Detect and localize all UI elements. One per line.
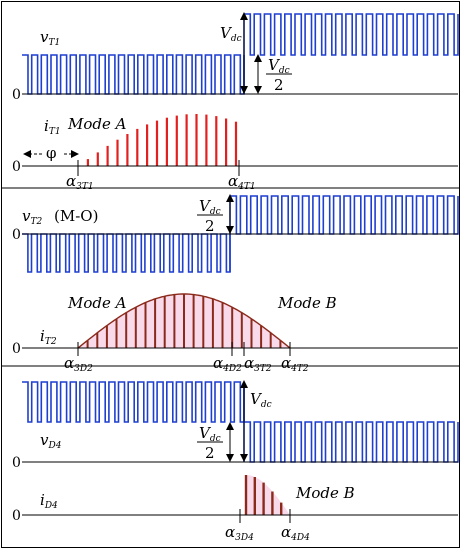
- vt2-half-arrowhead-bottom: [226, 226, 234, 234]
- vt1-half-arrowhead-top: [254, 54, 262, 62]
- alpha-4t1-main: α: [228, 172, 238, 190]
- current-pulses: [77, 114, 291, 515]
- vd4-signal-sub: D4: [47, 441, 61, 451]
- phi-label: φ: [46, 144, 57, 162]
- alpha-3t1-sub: 3T1: [76, 182, 93, 192]
- alpha-3t2-sub: 3T2: [254, 364, 272, 374]
- vd4-pwm-high-segment: [22, 381, 245, 423]
- it1-signal-sub: T1: [49, 127, 61, 137]
- vt2-signal-label: vT2: [22, 207, 42, 227]
- alpha-4t2-label: α4T2: [281, 354, 309, 374]
- vt2-half-num-sub: dc: [210, 207, 221, 217]
- vd4-pwm-low-segment: [244, 421, 459, 463]
- alpha-3t2-label: α3T2: [244, 354, 272, 374]
- id4-signal-sub: D4: [44, 501, 58, 511]
- alpha-3d2-sub: 3D2: [74, 364, 93, 374]
- alpha-3t1-main: α: [66, 172, 76, 190]
- id4-envelope-fill: [246, 475, 290, 515]
- vd4-half-num-main: V: [199, 424, 212, 442]
- alpha-3d2-main: α: [64, 354, 74, 372]
- alpha-3d4-sub: 3D4: [235, 533, 254, 543]
- vd4-vdc-label: Vdc: [250, 390, 272, 410]
- it2-zero-label: 0: [12, 341, 21, 357]
- alpha-4t1-label: α4T1: [228, 172, 256, 192]
- alpha-4t2-sub: 4T2: [290, 364, 309, 374]
- vt1-half-denominator: 2: [274, 76, 284, 94]
- vt1-vdc-sub: dc: [231, 34, 242, 44]
- vt1-half-num-sub: dc: [279, 66, 290, 76]
- vt2-half-numerator: Vdc: [199, 197, 221, 217]
- vt2-signal-suffix: (M-O): [54, 207, 98, 225]
- it1-mode-label: Mode A: [67, 115, 127, 133]
- vt1-vdc-main: V: [220, 24, 233, 42]
- vt2-half-arrowhead-top: [226, 194, 234, 202]
- vd4-signal-main: v: [40, 431, 49, 449]
- alpha-3d2-label: α3D2: [64, 354, 93, 374]
- vd4-zero-label: 0: [12, 455, 21, 471]
- vd4-vdc-arrowhead-top: [240, 380, 248, 388]
- alpha-3d4-label: α3D4: [225, 523, 254, 543]
- phi-label-background: [42, 144, 62, 160]
- vt2-signal-sub: T2: [30, 217, 42, 227]
- vt1-signal-main: v: [40, 28, 49, 46]
- id4-mode-label: Mode B: [295, 484, 355, 502]
- alpha-4t2-main: α: [281, 354, 291, 372]
- vd4-half-numerator: Vdc: [199, 424, 221, 444]
- vt2-signal-main: v: [22, 207, 31, 225]
- vt1-half-arrowhead-bottom: [254, 86, 262, 94]
- vd4-half-num-sub: dc: [210, 434, 221, 444]
- id4-signal-main: i: [40, 491, 45, 509]
- vd4-half-denominator: 2: [205, 444, 215, 462]
- vt2-zero-label: 0: [12, 227, 21, 243]
- it2-mode-a-label: Mode A: [67, 294, 127, 312]
- it2-envelope-curve: [77, 293, 291, 349]
- alpha-4d4-main: α: [281, 523, 291, 541]
- alpha-3t1-label: α3T1: [66, 172, 94, 192]
- alpha-4t1-sub: 4T1: [237, 182, 255, 192]
- id4-signal-label: iD4: [40, 491, 58, 511]
- switching-waveforms: [22, 13, 459, 463]
- vt1-zero-label: 0: [12, 87, 21, 103]
- vt1-half-numerator: Vdc: [268, 56, 290, 76]
- vd4-vdc-main: V: [250, 390, 263, 408]
- alpha-4d2-main: α: [213, 354, 223, 372]
- vt2-half-denominator: 2: [205, 217, 215, 235]
- it1-signal-label: iT1: [44, 117, 61, 137]
- frame-border: [1, 1, 460, 548]
- alpha-4d4-label: α4D4: [281, 523, 310, 543]
- vt2-pwm-high-segment: [230, 195, 459, 235]
- alpha-4d2-sub: 4D2: [222, 364, 242, 374]
- vd4-signal-label: vD4: [40, 431, 62, 451]
- vt1-pwm-high-segment: [244, 13, 459, 56]
- alpha-3t2-main: α: [244, 354, 254, 372]
- vd4-half-arrowhead-top: [226, 422, 234, 430]
- vd4-vdc-sub: dc: [261, 400, 272, 410]
- alpha-3d4-main: α: [225, 523, 235, 541]
- vt2-pwm-low-segment: [22, 233, 231, 273]
- it2-signal-main: i: [40, 327, 45, 345]
- id4-zero-label: 0: [12, 508, 21, 524]
- vt1-half-num-main: V: [268, 56, 281, 74]
- phi-arrowhead-left: [23, 150, 31, 158]
- vd4-half-arrowhead-bottom: [226, 454, 234, 462]
- it2-signal-sub: T2: [45, 337, 57, 347]
- vt1-vdc-arrowhead-bottom: [240, 86, 248, 94]
- phi-arrowhead-right: [71, 150, 79, 158]
- vt1-vdc-label: Vdc: [220, 24, 242, 44]
- alpha-4d4-sub: 4D4: [290, 533, 310, 543]
- vt1-vdc-arrowhead-top: [240, 12, 248, 20]
- vt1-pwm-low-segment: [22, 54, 245, 95]
- vt1-signal-label: vT1: [40, 28, 60, 48]
- it2-mode-b-label: Mode B: [277, 294, 337, 312]
- it2-signal-label: iT2: [40, 327, 57, 347]
- vd4-vdc-arrowhead-bottom: [240, 454, 248, 462]
- vt2-half-num-main: V: [199, 197, 212, 215]
- vt1-signal-sub: T1: [48, 38, 60, 48]
- it1-zero-label: 0: [12, 159, 21, 175]
- it1-signal-main: i: [44, 117, 49, 135]
- alpha-4d2-label: α4D2: [213, 354, 242, 374]
